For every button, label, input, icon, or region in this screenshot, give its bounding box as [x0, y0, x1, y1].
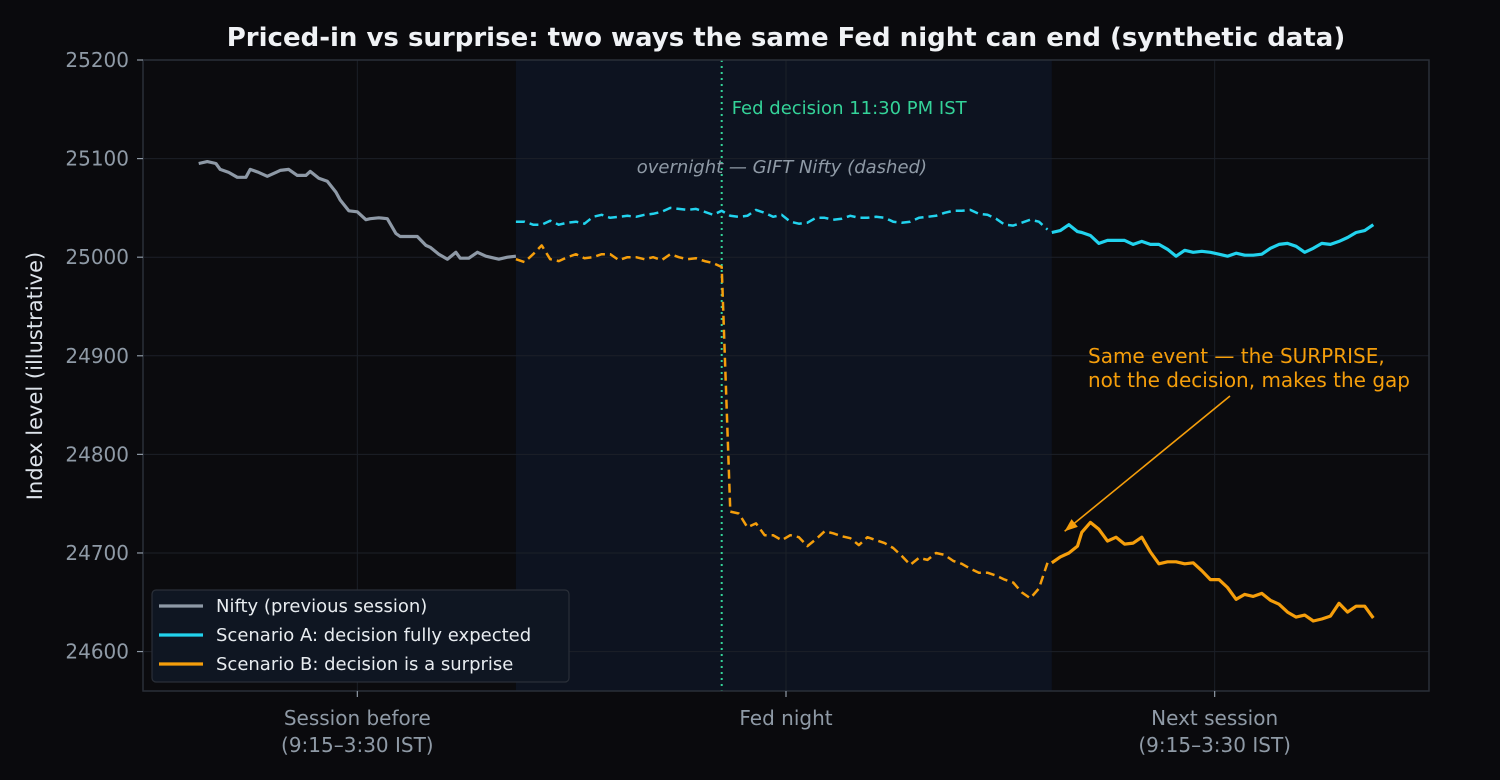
y-tick-label: 25100 [65, 147, 129, 171]
legend-label: Scenario B: decision is a surprise [216, 654, 513, 675]
x-axis: Session before (9:15–3:30 IST) Fed night Ne… [281, 691, 1291, 757]
annotation-line-2: not the decision, makes the gap [1088, 368, 1410, 392]
y-axis-label: Index level (illustrative) [23, 252, 47, 500]
y-tick-label: 24700 [65, 541, 129, 565]
legend-box [151, 589, 570, 683]
annotation: Same event — the SURPRISE, not the decis… [1064, 344, 1410, 532]
y-tick-label: 25000 [65, 245, 129, 269]
series-line-4 [1050, 520, 1375, 623]
annotation-arrowhead [1064, 519, 1078, 532]
x-tick-label: Fed night [739, 706, 832, 730]
annotation-arrow [1064, 395, 1231, 532]
legend-label: Nifty (previous session) [216, 596, 427, 617]
overnight-label: overnight — GIFT Nifty (dashed) [637, 157, 927, 178]
x-tick-label: Next session (9:15–3:30 IST) [1138, 706, 1291, 757]
overnight-band [515, 60, 1052, 691]
legend: Nifty (previous session) Scenario A: deci… [151, 589, 570, 683]
y-tick-label: 24900 [65, 344, 129, 368]
legend-label: Scenario A: decision fully expected [216, 625, 531, 646]
series-layer [198, 160, 1375, 623]
y-tick-label: 25200 [65, 48, 129, 72]
fed-decision-label: Fed decision 11:30 PM IST [732, 98, 968, 119]
series-line-2 [1051, 223, 1375, 258]
y-tick-label: 24800 [65, 442, 129, 466]
series-line-1 [515, 206, 1049, 231]
series-line-3 [515, 244, 1049, 600]
chart-title: Priced-in vs surprise: two ways the same… [227, 23, 1345, 53]
legend-items: Nifty (previous session) Scenario A: deci… [159, 596, 531, 675]
annotation-line-1: Same event — the SURPRISE, [1088, 344, 1385, 368]
series-line-0 [198, 160, 517, 261]
y-axis: 24600 24700 24800 24900 25000 25100 25200 [65, 48, 143, 664]
x-tick-label: Session before (9:15–3:30 IST) [281, 706, 434, 757]
y-tick-label: 24600 [65, 640, 129, 664]
